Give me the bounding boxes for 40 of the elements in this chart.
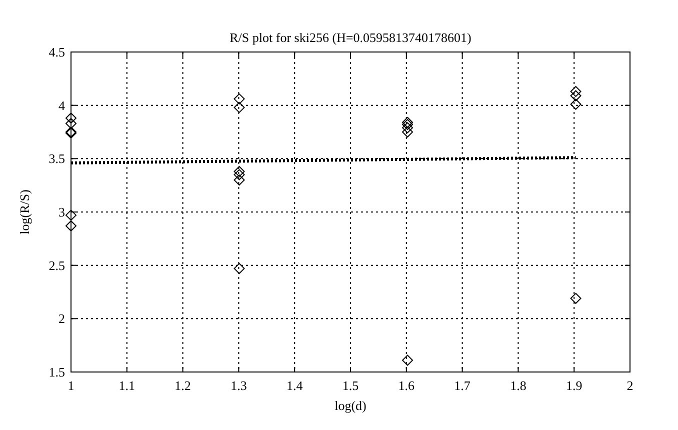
- y-tick-label: 3.5: [48, 151, 65, 166]
- point: [66, 220, 76, 232]
- point: [402, 354, 414, 366]
- x-tick-label: 1.8: [510, 378, 526, 393]
- point: [234, 263, 245, 274]
- point: [402, 126, 414, 138]
- point: [402, 116, 414, 128]
- point: [234, 174, 245, 186]
- y-tick-label: 1.5: [48, 364, 65, 380]
- x-axis-title: log(d): [334, 398, 366, 413]
- y-tick-label: 2.5: [48, 258, 65, 273]
- x-tick-label: 1.6: [398, 378, 416, 393]
- point: [402, 122, 414, 134]
- x-tick-label: 1.3: [230, 378, 247, 393]
- point: [570, 90, 582, 102]
- y-tick-label: 4.5: [48, 44, 65, 60]
- x-tick-label: 1.4: [286, 378, 304, 393]
- x-tick-label: 1.7: [454, 378, 471, 393]
- point: [570, 98, 582, 110]
- y-axis-title: log(R/S): [17, 190, 32, 234]
- point: [66, 112, 76, 124]
- x-tick-label: 1.9: [566, 378, 582, 393]
- point: [66, 118, 76, 129]
- x-tick-label: 1.1: [118, 378, 136, 393]
- x-tick-label: 2: [626, 378, 634, 393]
- x-tick-label: 1.5: [342, 378, 359, 393]
- point: [570, 292, 582, 304]
- chart-title: R/S plot for ski256 (H=0.0595813740178601): [230, 30, 472, 45]
- y-tick-label: 2: [58, 311, 65, 326]
- point: [234, 166, 245, 177]
- point: [234, 102, 245, 113]
- point: [66, 210, 76, 221]
- point: [234, 169, 245, 180]
- x-tick-label: 1.2: [174, 378, 191, 393]
- y-tick-label: 3: [58, 204, 65, 220]
- x-tick-label: 1: [68, 378, 74, 393]
- y-tick-label: 4: [58, 98, 66, 113]
- point: [234, 93, 245, 104]
- point: [570, 86, 582, 97]
- point: [402, 119, 414, 130]
